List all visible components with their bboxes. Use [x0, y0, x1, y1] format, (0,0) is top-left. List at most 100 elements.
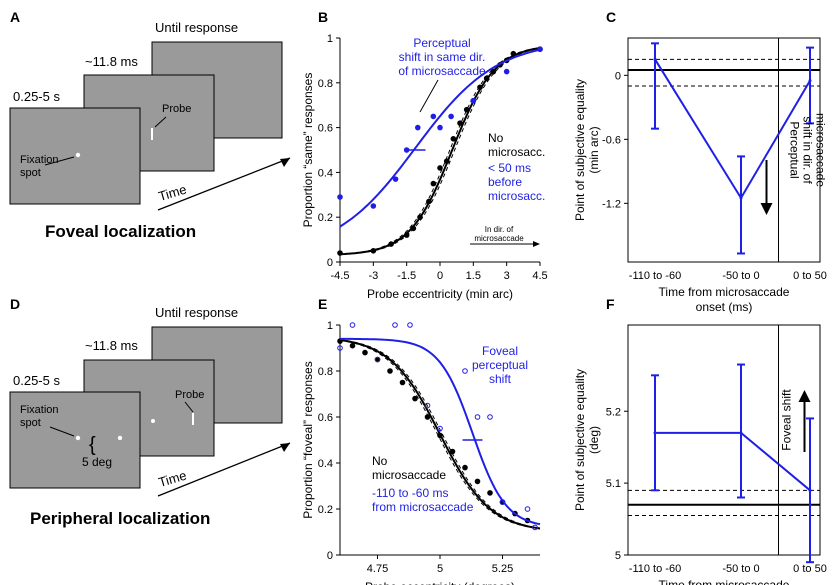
x-tick-label: -50 to 0 — [722, 270, 759, 282]
y-tick-label: 0 — [615, 70, 621, 82]
y-tick-label: 0 — [327, 257, 333, 269]
y-tick-label: 5.1 — [606, 478, 621, 490]
annotation-foveal-shift: perceptual — [472, 358, 528, 372]
annotation-pointer — [419, 79, 439, 113]
x-tick-label: -1.5 — [397, 270, 416, 282]
data-point — [449, 448, 456, 455]
y-axis-label: Point of subjective equality — [573, 79, 587, 221]
data-point — [487, 490, 493, 496]
x-axis-label: Probe eccentricity (degrees) — [365, 580, 515, 585]
data-point — [470, 97, 477, 104]
screen-label-until-response: Until response — [155, 305, 238, 320]
annotation-perceptual-shift: Perceptual — [788, 121, 802, 178]
data-point — [462, 464, 468, 471]
data-point — [403, 232, 410, 238]
x-tick-label: 3 — [504, 270, 510, 282]
annotation-window: -110 to -60 ms — [372, 486, 448, 500]
data-point — [424, 402, 431, 409]
screen-label-probe-duration: ~11.8 ms — [85, 338, 138, 353]
data-point — [510, 50, 517, 57]
fit-curve — [340, 337, 541, 526]
y-tick-label: 0.6 — [318, 123, 333, 135]
y-tick-label: 0.6 — [318, 412, 333, 424]
data-point — [443, 158, 450, 164]
data-point — [374, 356, 381, 363]
annotation-before: < 50 ms — [488, 161, 531, 175]
panel-letter: B — [318, 9, 328, 25]
data-point — [424, 414, 431, 420]
data-point — [399, 379, 406, 386]
data-point — [362, 349, 368, 356]
time-arrow-head — [280, 158, 290, 167]
y-axis-label: (deg) — [587, 426, 601, 454]
data-point — [503, 68, 510, 75]
annotation-perceptual-shift: of microsaccade — [398, 64, 486, 78]
chart-e: E 0 0.2 0.4 0.6 0.8 1 4.75 5 5.25 Probe eccentrici… — [301, 296, 541, 585]
panel-d-title: Peripheral localization — [30, 509, 210, 528]
data-point — [337, 194, 343, 200]
y-tick-label: 0 — [327, 550, 333, 562]
data-point — [448, 113, 454, 120]
data-point — [532, 524, 538, 531]
x-tick-label: 1.5 — [466, 270, 481, 282]
chart-c: C 0 -0.6 -1.2 -110 to -60 -50 to 0 0 to 50Time… — [573, 9, 828, 314]
annotation-direction: In dir. of — [485, 225, 514, 234]
panel-letter: E — [318, 296, 327, 312]
screen-fixation — [9, 391, 141, 489]
y-axis-label: Point of subjective equality — [573, 369, 587, 511]
data-point — [437, 425, 443, 432]
data-point — [437, 432, 443, 439]
annotation-no-microsaccade: No — [372, 454, 388, 468]
pse-line — [654, 58, 811, 200]
data-point — [349, 342, 356, 349]
probe-pointer — [184, 401, 194, 413]
data-point — [474, 414, 481, 420]
annotation-foveal-shift: shift — [489, 372, 512, 386]
annotation-direction: microsaccade — [474, 234, 524, 243]
y-tick-label: 5.2 — [606, 406, 621, 418]
time-label: Time — [157, 468, 188, 490]
y-tick-label: 0.4 — [318, 167, 333, 179]
pse-point — [808, 79, 812, 83]
data-point — [430, 113, 437, 120]
y-tick-label: 0.8 — [318, 366, 333, 378]
x-tick-label: -110 to -60 — [629, 270, 681, 282]
plot-frame — [627, 324, 821, 556]
screen-fixation — [9, 107, 141, 205]
data-point — [370, 203, 377, 209]
y-tick-label: 0.8 — [318, 78, 333, 90]
panel-letter: C — [606, 9, 616, 25]
deg-label: 5 deg — [82, 455, 112, 469]
data-point — [392, 176, 399, 182]
panel-a-title: Foveal localization — [45, 222, 196, 241]
data-point — [524, 506, 531, 512]
plot-frame — [627, 37, 821, 263]
fixation-spot-left — [75, 435, 81, 441]
data-point — [387, 368, 393, 374]
fixation-label-line2: spot — [20, 417, 41, 429]
y-tick-label: 0.2 — [318, 212, 333, 224]
pse-point — [808, 488, 812, 492]
direction-arrow-head — [533, 241, 540, 247]
y-tick-label: 0.4 — [318, 458, 333, 470]
annotation-perceptual-shift: microsaccade — [814, 113, 828, 187]
annotation-perceptual-shift: shift in dir. of — [801, 116, 815, 184]
fixation-spot-right — [117, 435, 123, 441]
panel-letter-a: A — [10, 9, 20, 25]
data-point — [462, 368, 468, 374]
annotation-no-microsacc: No — [488, 131, 504, 145]
data-point — [477, 84, 483, 91]
x-tick-label: 4.5 — [532, 270, 547, 282]
data-point — [457, 120, 463, 126]
x-tick-label: 0 to 50 — [793, 563, 827, 575]
x-tick-label: -3 — [368, 270, 378, 282]
data-point — [410, 225, 417, 232]
pse-point — [653, 57, 657, 61]
shift-arrow-head — [798, 390, 811, 402]
data-point — [417, 214, 423, 220]
peripheral-marker — [151, 419, 155, 423]
data-point — [414, 124, 421, 131]
data-point — [392, 322, 398, 328]
probe-bar — [151, 128, 153, 140]
fixation-pointer — [44, 156, 75, 166]
